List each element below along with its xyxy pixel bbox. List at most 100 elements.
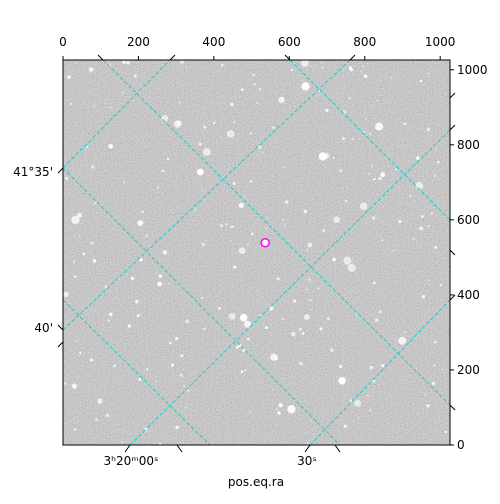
star [298,327,302,331]
star [378,310,382,314]
star [381,364,385,368]
star [185,406,187,409]
star [201,297,204,299]
star [122,60,126,64]
star [322,229,326,233]
star [158,274,162,278]
star [148,245,151,247]
star [319,327,323,331]
star [185,319,189,324]
star [130,276,135,281]
star [121,91,124,94]
star [244,320,252,328]
y-tick-label: 1000 [457,63,488,77]
star [415,367,417,370]
star [198,142,202,146]
star [201,242,205,247]
star [63,291,69,298]
star [259,88,262,91]
star [235,345,239,349]
star [239,313,248,322]
star [272,126,276,130]
star [301,82,310,91]
star [381,239,384,242]
sky-noise [63,60,450,445]
star [170,363,174,367]
star [156,186,160,189]
star [108,144,114,149]
star [155,380,157,382]
star [426,127,431,131]
star [90,165,95,169]
star [309,298,312,302]
star [424,393,426,395]
star [256,101,259,104]
star [233,265,237,269]
star [275,408,278,411]
star [373,178,376,181]
star [67,75,71,79]
grid-line [102,60,450,406]
star [276,277,280,281]
star [141,210,144,213]
star [90,241,94,245]
x-tick-label: 400 [202,35,225,49]
star [355,313,358,316]
star [392,249,395,252]
x-axis-label: pos.eq.ra [228,475,284,489]
star [354,399,362,407]
star [282,219,285,221]
star [73,260,76,263]
star [387,165,390,167]
star [431,382,435,386]
star [107,319,110,322]
star [310,419,312,422]
star [265,228,267,230]
coordinate-grid [63,60,450,445]
star [162,250,168,255]
star [136,314,140,318]
star [271,290,273,292]
star [258,145,262,150]
star [317,287,320,290]
star [444,430,447,434]
star [65,177,69,181]
star [428,73,430,75]
star [421,215,424,218]
star [249,132,252,135]
star [89,358,94,362]
star [348,66,353,70]
star [249,180,253,183]
star [230,239,232,242]
star [421,294,426,299]
star [306,442,309,445]
star [127,324,131,328]
star [92,259,97,263]
star [360,70,362,73]
star [202,125,207,129]
star [365,119,367,121]
stars [63,60,447,445]
star [293,299,297,303]
star [332,257,336,262]
star [93,105,95,108]
star [135,299,139,304]
star [168,341,172,345]
star [270,353,278,361]
star [202,147,211,156]
grid-line [63,60,171,169]
star [137,220,144,227]
star [226,130,235,138]
star [342,137,345,140]
star [219,224,223,228]
world-ticks [57,54,456,453]
star [159,442,162,445]
grid-line [63,299,211,445]
star [366,394,369,397]
star [419,226,424,231]
star [348,97,351,100]
star [433,364,436,367]
ra-label: 3ʰ20ᵐ00ˢ [104,454,159,468]
star [375,122,384,131]
star [299,361,303,365]
